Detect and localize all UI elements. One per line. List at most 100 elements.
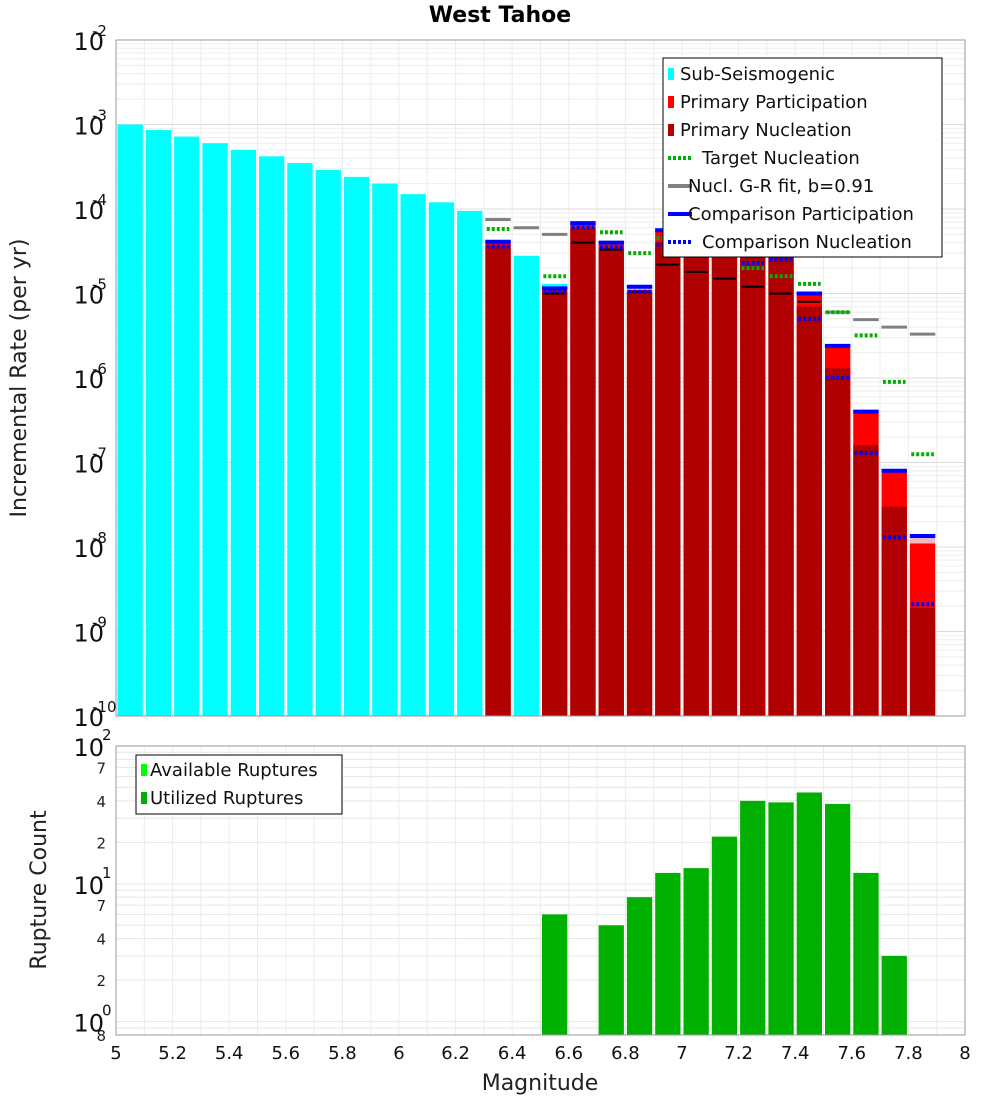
legend-label: Sub-Seismogenic — [680, 64, 835, 85]
y-tick-label: 10 — [73, 872, 104, 900]
utilized-ruptures-bar — [683, 868, 709, 1035]
sub-seismogenic-bar — [174, 136, 200, 716]
utilized-ruptures-bar — [853, 872, 879, 1035]
y-tick-label: 10 — [73, 734, 104, 762]
legend-label: Target Nucleation — [701, 148, 860, 169]
x-tick-label: 6 — [393, 1043, 404, 1064]
x-axis-label: Magnitude — [482, 1071, 599, 1096]
primary-nucleation-bar — [740, 254, 766, 716]
top-y-tick-labels: 10-210-310-410-510-610-710-810-910-10 — [73, 22, 116, 732]
y-minor-tick-label: 4 — [96, 793, 106, 811]
y-tick-exponent: -3 — [92, 107, 107, 125]
y-tick-exponent: -7 — [92, 445, 107, 463]
sub-seismogenic-bar — [202, 143, 228, 716]
top-plot-border — [115, 39, 966, 717]
sub-seismogenic-bar — [145, 130, 172, 716]
y-tick-exponent: -9 — [92, 614, 107, 632]
y-minor-tick-label: 8 — [96, 1027, 106, 1045]
primary-nucleation-bar — [796, 306, 822, 716]
legend-box — [135, 754, 343, 815]
x-tick-label: 8 — [959, 1043, 970, 1064]
primary-nucleation-bar — [853, 445, 879, 716]
bottom-bars — [542, 792, 907, 1035]
legend-box — [662, 57, 943, 258]
x-tick-label: 6.2 — [441, 1043, 470, 1064]
y-tick-label: 10 — [73, 366, 104, 394]
y-minor-tick-label: 7 — [96, 897, 106, 915]
y-minor-tick-label: 7 — [96, 759, 106, 777]
chart-title: West Tahoe — [429, 3, 571, 28]
x-tick-label: 7 — [676, 1043, 687, 1064]
top-y-axis-label: Incremental Rate (per yr) — [7, 239, 32, 518]
utilized-ruptures-bar — [542, 914, 568, 1035]
sub-seismogenic-bar — [287, 163, 313, 716]
primary-nucleation-bar — [655, 242, 681, 717]
legend-label: Primary Nucleation — [680, 120, 852, 141]
y-tick-exponent: -10 — [92, 698, 117, 716]
primary-nucleation-bar — [768, 247, 794, 716]
legend-label: Nucl. G-R fit, b=0.91 — [688, 176, 874, 197]
y-tick-label: 10 — [73, 197, 104, 225]
bottom-legend: Available Ruptures Utilized Ruptures — [135, 754, 343, 815]
sub-seismogenic-bar — [343, 176, 370, 717]
primary-nucleation-bar — [909, 607, 936, 716]
legend-label: Comparison Nucleation — [702, 232, 912, 253]
x-tick-label: 6.6 — [554, 1043, 583, 1064]
x-tick-labels: 5 5.2 5.4 5.6 5.8 6 6.2 6.4 6.6 6.8 7 7.2 7.4 7.6 7.8 8 — [110, 1043, 970, 1064]
x-tick-label: 7.2 — [724, 1043, 753, 1064]
y-tick-label: 10 — [73, 451, 104, 479]
bottom-y-axis-label: Rupture Count — [27, 810, 52, 970]
utilized-ruptures-bar — [626, 897, 653, 1035]
primary-nucleation-bar — [626, 291, 653, 716]
utilized-ruptures-bar — [881, 955, 907, 1035]
x-tick-label: 5 — [110, 1043, 121, 1064]
sub-seismogenic-bar — [400, 194, 426, 716]
x-tick-label: 5.6 — [271, 1043, 300, 1064]
utilized-ruptures-bar — [598, 925, 624, 1035]
x-tick-label: 5.2 — [158, 1043, 187, 1064]
utilized-ruptures-bar — [740, 800, 766, 1035]
sub-seismogenic-bar — [230, 149, 256, 717]
legend-swatch — [668, 68, 674, 80]
sub-seismogenic-bar — [457, 210, 483, 716]
legend-label: Utilized Ruptures — [150, 788, 303, 809]
y-tick-label: 10 — [73, 704, 104, 732]
legend-swatch — [668, 124, 674, 136]
legend-label: Available Ruptures — [150, 760, 318, 781]
x-tick-label: 5.4 — [215, 1043, 244, 1064]
legend-swatch — [141, 764, 147, 776]
utilized-ruptures-bar — [711, 836, 738, 1035]
y-tick-exponent: -4 — [92, 191, 107, 209]
sub-seismogenic-bar — [428, 202, 455, 716]
y-tick-exponent: -5 — [92, 276, 107, 294]
primary-nucleation-bar — [542, 291, 568, 716]
sub-seismogenic-bar — [315, 169, 341, 716]
y-tick-exponent: -6 — [92, 360, 107, 378]
y-tick-label: 10 — [73, 535, 104, 563]
y-minor-tick-label: 4 — [96, 931, 106, 949]
utilized-ruptures-bar — [655, 872, 681, 1035]
x-tick-label: 5.8 — [328, 1043, 357, 1064]
y-tick-label: 10 — [73, 28, 104, 56]
x-tick-label: 7.4 — [781, 1043, 810, 1064]
legend-label: Primary Participation — [680, 92, 868, 113]
primary-nucleation-bar — [881, 506, 907, 716]
primary-nucleation-bar — [711, 227, 738, 716]
y-tick-exponent: 1 — [102, 864, 112, 882]
utilized-ruptures-bar — [796, 792, 822, 1035]
y-tick-exponent: 0 — [102, 1002, 112, 1020]
legend-swatch — [668, 96, 674, 108]
legend-label: Comparison Participation — [688, 204, 914, 225]
primary-nucleation-bar — [485, 245, 511, 717]
legend-swatch — [141, 792, 147, 804]
y-tick-exponent: 2 — [102, 726, 112, 744]
y-tick-label: 10 — [73, 113, 104, 141]
sub-seismogenic-bar — [372, 183, 398, 716]
y-tick-label: 10 — [73, 1010, 104, 1038]
top-legend: Sub-Seismogenic Primary Participation Prim… — [662, 57, 943, 258]
bottom-plot-border — [115, 745, 966, 1036]
x-tick-label: 7.8 — [894, 1043, 923, 1064]
